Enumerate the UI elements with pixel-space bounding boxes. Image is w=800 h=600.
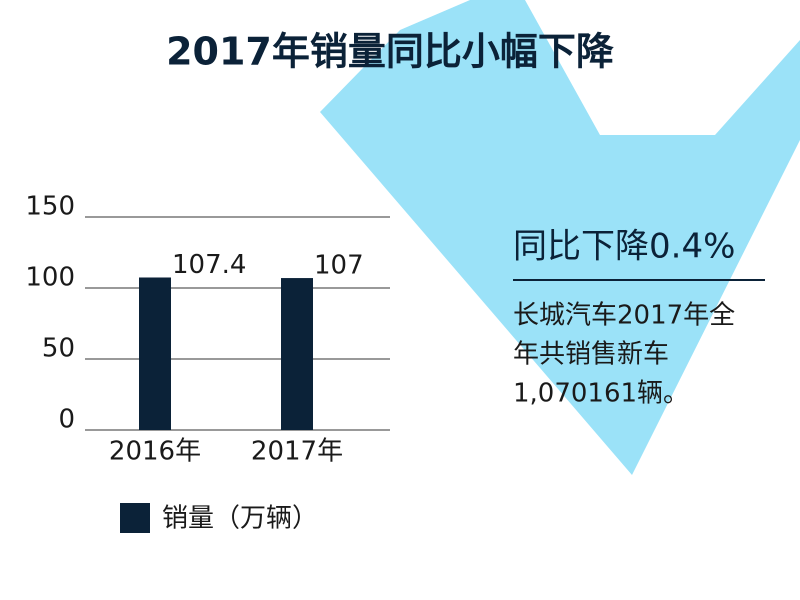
- y-tick-label: 0: [58, 405, 75, 435]
- callout-headline: 同比下降0.4%: [513, 227, 735, 267]
- y-tick-label: 50: [42, 334, 75, 364]
- arrow-decoration: [320, 0, 800, 475]
- bar: [139, 277, 171, 430]
- legend-swatch: [120, 503, 150, 533]
- x-tick-label: 2016年: [109, 437, 201, 467]
- callout-text: 1,070161辆。: [513, 379, 689, 409]
- y-tick-label: 100: [25, 263, 75, 293]
- value-label: 107.4: [172, 250, 246, 280]
- bar: [281, 278, 313, 430]
- y-tick-label: 150: [25, 192, 75, 222]
- x-tick-label: 2017年: [251, 437, 343, 467]
- value-label: 107: [314, 251, 364, 281]
- callout-text: 年共销售新车: [513, 340, 669, 370]
- chart-title: 2017年销量同比小幅下降: [166, 30, 614, 74]
- callout-text: 长城汽车2017年全: [513, 301, 735, 331]
- legend-label: 销量（万辆）: [162, 504, 318, 534]
